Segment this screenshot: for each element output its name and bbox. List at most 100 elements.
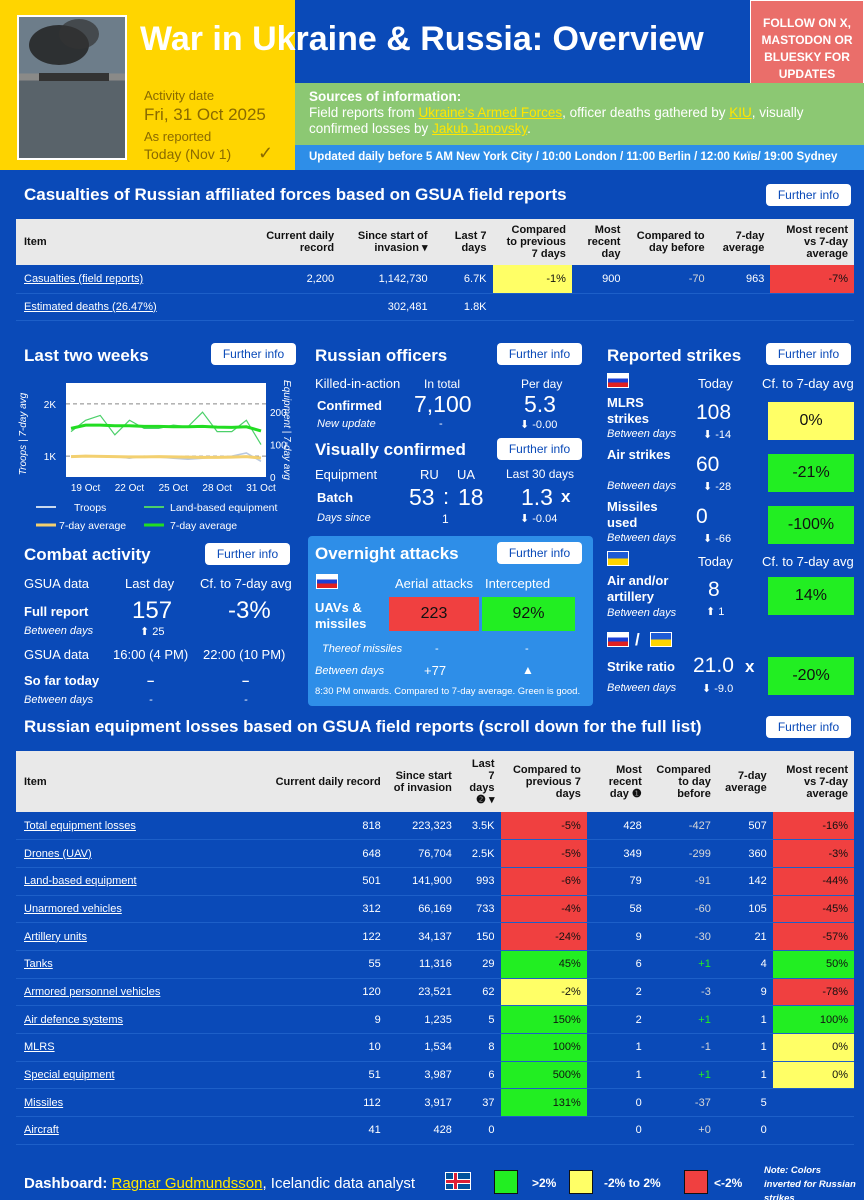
equipment-row: Drones (UAV) 648 76,704 2.5K -5% 349 -299 360 -3… (16, 839, 854, 868)
equipment-cell: 0 (586, 1116, 648, 1145)
casualties-item-link[interactable]: Casualties (field reports) (16, 265, 224, 294)
equipment-item-link[interactable]: Land-based equipment (16, 867, 260, 896)
equipment-cell: 648 (259, 839, 387, 868)
strikes-ua-between: Between days (607, 607, 677, 619)
casualties-col-header: Compared to previous 7 days (492, 219, 572, 265)
legend-red-label: <-2% (714, 1176, 743, 1190)
twoweeks-further-info-button[interactable]: Further info (211, 343, 296, 365)
equipment-cell: -60 (647, 895, 717, 924)
equipment-cell: -45% (772, 895, 854, 924)
equipment-further-info-button[interactable]: Further info (766, 716, 851, 738)
visual-last30-label: Last 30 days (506, 467, 575, 481)
combat-gsua-label: GSUA data (24, 576, 90, 591)
strike-between: Between days (607, 428, 677, 440)
janovsky-link[interactable]: Jakub Janovsky (432, 121, 528, 136)
equipment-cell: 5 (457, 1005, 501, 1034)
equipment-item-link[interactable]: Special equipment (16, 1061, 260, 1090)
equipment-cell: 34,137 (386, 922, 458, 951)
equipment-cell: -91 (647, 867, 717, 896)
visual-further-info-button[interactable]: Further info (497, 438, 582, 460)
equipment-item-link[interactable]: Drones (UAV) (16, 839, 260, 868)
casualties-cell (223, 293, 341, 321)
equipment-cell: 2 (586, 1005, 648, 1034)
equipment-cell: -1 (647, 1033, 717, 1062)
equipment-col-header: Current daily record (259, 751, 387, 812)
equipment-item-link[interactable]: Total equipment losses (16, 812, 260, 841)
strikes-ua-flag (607, 551, 629, 571)
equipment-cell: 6 (457, 1061, 501, 1090)
equipment-item-link[interactable]: Missiles (16, 1088, 260, 1118)
strikes-ua-value: 8 (708, 578, 720, 601)
equipment-item-link[interactable]: Tanks (16, 950, 260, 979)
equipment-cell: 29 (457, 950, 501, 979)
equipment-cell: 142 (716, 867, 773, 896)
combat-between-1: - (149, 694, 153, 706)
equipment-cell: -30 (647, 922, 717, 951)
equipment-row: Special equipment 51 3,987 6 500% 1 +1 1 0% (16, 1061, 854, 1090)
legend-green-swatch (494, 1170, 518, 1194)
equipment-cell: +0 (647, 1116, 717, 1145)
officers-confirmed-label: Confirmed (317, 398, 382, 413)
kiu-link[interactable]: KIU (729, 105, 752, 120)
equipment-item-link[interactable]: MLRS (16, 1033, 260, 1062)
combat-last-day-label: Last day (125, 576, 175, 591)
equipment-cell (772, 1088, 854, 1118)
overnight-further-info-button[interactable]: Further info (497, 542, 582, 564)
strikes-ua-change: ⬆ 1 (706, 606, 725, 618)
combat-cf-label: Cf. to 7-day avg (200, 576, 292, 591)
equipment-item-link[interactable]: Aircraft (16, 1116, 260, 1145)
strike-between: Between days (607, 480, 677, 492)
equipment-item-link[interactable]: Artillery units (16, 922, 260, 951)
x-tick: 28 Oct (202, 483, 232, 494)
officers-perday-label: Per day (521, 377, 563, 391)
equipment-cell: 9 (586, 922, 648, 951)
twoweeks-chart-svg: Troops | 7-day avg Equipment | 7-day avg… (18, 380, 292, 532)
visual-ru-value: 53 (409, 484, 435, 510)
visual-equipment-label: Equipment (315, 467, 378, 482)
casualties-table: Item Current daily record Since start of i… (16, 219, 854, 321)
equipment-item-link[interactable]: Air defence systems (16, 1005, 260, 1034)
equipment-cell: 360 (716, 839, 773, 868)
equipment-item-link[interactable]: Armored personnel vehicles (16, 978, 260, 1007)
equipment-cell: 0 (586, 1088, 648, 1118)
equipment-col-header[interactable]: Last 7 days ❷ ▾ (457, 751, 501, 812)
strikes-ua-label: Air and/or artillery (607, 573, 669, 604)
equipment-cell (500, 1116, 587, 1145)
author-link[interactable]: Ragnar Gudmundsson (111, 1175, 263, 1192)
equipment-cell: 993 (457, 867, 501, 896)
overnight-thereof-1: - (435, 643, 439, 655)
equipment-cell: 223,323 (386, 812, 458, 841)
equipment-cell: 1 (716, 1033, 773, 1062)
casualties-col-header[interactable]: Since start of invasion ▾ (340, 219, 434, 265)
y-right-tick: 100 (270, 441, 287, 452)
casualties-row: Casualties (field reports) 2,200 1,142,730… (16, 265, 854, 294)
casualties-item-link[interactable]: Estimated deaths (26.47%) (16, 293, 224, 321)
equipment-cell: 0% (772, 1061, 854, 1090)
equipment-cell: 3.5K (457, 812, 501, 841)
equipment-item-link[interactable]: Unarmored vehicles (16, 895, 260, 924)
twoweeks-chart: Troops | 7-day avg Equipment | 7-day avg… (16, 375, 301, 535)
overnight-note: 8:30 PM onwards. Compared to 7-day avera… (315, 686, 581, 697)
casualties-cell: 1.8K (433, 293, 493, 321)
y-left-tick: 2K (44, 400, 57, 411)
equipment-cell: 6 (586, 950, 648, 979)
equipment-row: Unarmored vehicles 312 66,169 733 -4% 58 -60 10… (16, 895, 854, 924)
activity-panel: Activity date Fri, 31 Oct 2025 As report… (130, 83, 295, 170)
equipment-cell: 1 (716, 1061, 773, 1090)
gsua-link[interactable]: Ukraine's Armed Forces (418, 105, 563, 120)
officers-further-info-button[interactable]: Further info (497, 343, 582, 365)
y-left-tick: 1K (44, 452, 57, 463)
equipment-cell: 501 (259, 867, 387, 896)
equipment-cell: 100% (500, 1033, 587, 1062)
combat-further-info-button[interactable]: Further info (205, 543, 290, 565)
header-photo (17, 15, 127, 160)
visual-days-value: 1 (442, 512, 449, 526)
strikes-further-info-button[interactable]: Further info (766, 343, 851, 365)
x-tick: 19 Oct (71, 483, 101, 494)
follow-banner[interactable]: FOLLOW ON X, MASTODON OR BLUESKY FOR UPD… (750, 0, 864, 90)
strikes-ratio-x: x (745, 657, 755, 676)
sources-text: Field reports from Ukraine's Armed Force… (309, 105, 804, 136)
troops-avg-line (70, 454, 262, 460)
casualties-further-info-button[interactable]: Further info (766, 184, 851, 206)
follow-text[interactable]: FOLLOW ON X, MASTODON OR BLUESKY FOR UPD… (761, 16, 853, 81)
